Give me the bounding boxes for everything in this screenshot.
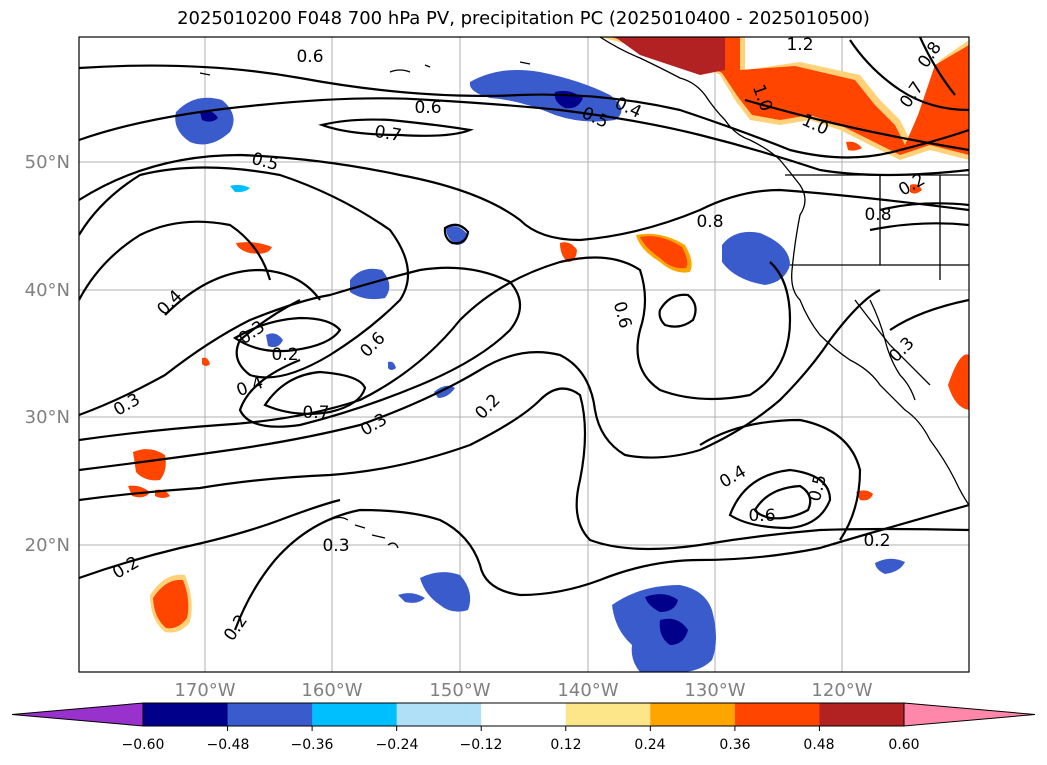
- contour-label: 0.6: [414, 98, 441, 118]
- lon-label-150w: 150°W: [429, 680, 491, 701]
- colorbar-cell: [481, 703, 567, 726]
- colorbar-cell: [819, 703, 905, 726]
- contour-label: 0.8: [864, 205, 891, 225]
- colorbar-tick-label: −0.24: [375, 737, 419, 753]
- colorbar-tick-label: 0.48: [803, 737, 835, 753]
- lat-label-20n: 20°N: [24, 535, 70, 556]
- colorbar-cell: [565, 703, 651, 726]
- colorbar-tick-label: 0.60: [888, 737, 920, 753]
- contour-label: 0.6: [748, 506, 775, 526]
- coastlines: [199, 37, 969, 549]
- lon-label-130w: 130°W: [684, 680, 746, 701]
- colorbar-extend-min: [11, 702, 144, 727]
- map-title: 2025010200 F048 700 hPa PV, precipitatio…: [177, 8, 870, 29]
- precip-positive-areas: [128, 37, 969, 633]
- contour-label: 0.3: [322, 536, 349, 556]
- lat-label-50n: 50°N: [24, 152, 70, 173]
- colorbar-tick-label: −0.36: [290, 737, 334, 753]
- lon-label-160w: 160°W: [301, 680, 363, 701]
- colorbar-cell: [227, 703, 313, 726]
- pv-contours: [79, 37, 969, 631]
- contour-label: 1.2: [786, 35, 813, 55]
- colorbar-cell: [396, 703, 482, 726]
- lon-label-120w: 120°W: [811, 680, 873, 701]
- colorbar-cell: [650, 703, 736, 726]
- contour-label: 0.6: [296, 47, 323, 67]
- lon-label-140w: 140°W: [557, 680, 619, 701]
- contour-label: 0.2: [863, 531, 890, 551]
- colorbar-tick-label: 0.36: [719, 737, 751, 753]
- colorbar-cell: [312, 703, 398, 726]
- colorbar-tick-label: 0.24: [634, 737, 666, 753]
- colorbar: [11, 702, 1036, 731]
- colorbar-tick-label: −0.48: [206, 737, 250, 753]
- lat-label-30n: 30°N: [24, 407, 70, 428]
- contour-label: 0.8: [696, 212, 723, 232]
- colorbar-tick-label: −0.60: [121, 737, 165, 753]
- contour-label: 0.2: [271, 345, 298, 365]
- colorbar-cell: [143, 703, 229, 726]
- map-frame: [78, 36, 970, 673]
- lat-label-40n: 40°N: [24, 280, 70, 301]
- colorbar-extend-max: [903, 702, 1036, 727]
- colorbar-tick-label: −0.12: [459, 737, 503, 753]
- contour-label: 0.7: [373, 122, 403, 146]
- colorbar-cell: [734, 703, 820, 726]
- contour-label: 0.7: [302, 403, 329, 423]
- colorbar-tick-label: 0.12: [550, 737, 582, 753]
- lon-label-170w: 170°W: [174, 680, 236, 701]
